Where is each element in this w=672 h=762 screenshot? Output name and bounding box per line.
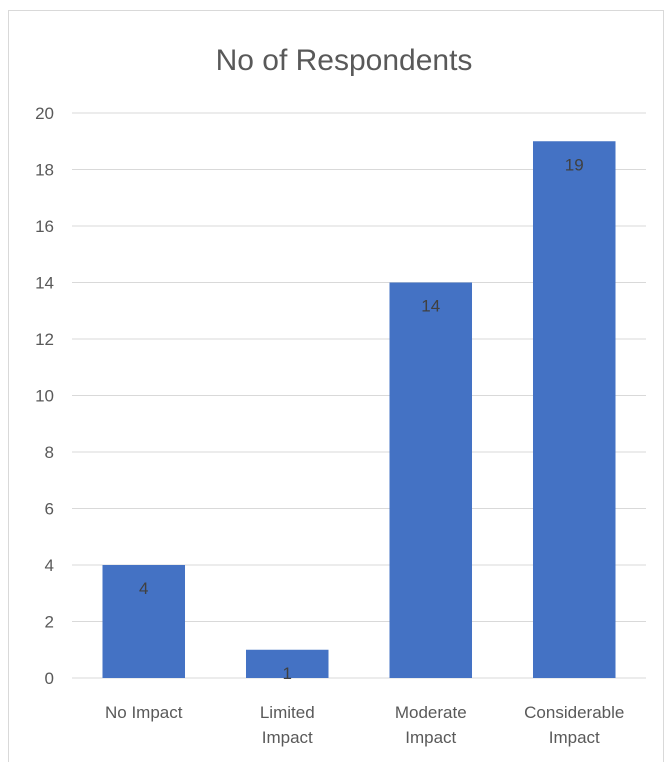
x-category-label: Considerable <box>524 703 624 722</box>
data-label: 14 <box>421 297 440 316</box>
y-tick-label: 12 <box>35 330 54 349</box>
x-category-label: Moderate <box>395 703 467 722</box>
x-category-label: Impact <box>262 728 313 747</box>
y-tick-label: 18 <box>35 161 54 180</box>
x-category-label: Impact <box>405 728 456 747</box>
bar <box>532 141 616 678</box>
x-axis-categories: No Impact Limited Impact Moderate Impact Cons… <box>105 703 624 747</box>
y-tick-label: 10 <box>35 387 54 406</box>
data-label: 4 <box>139 579 148 598</box>
chart-title: No of Respondents <box>216 44 473 77</box>
y-tick-label: 2 <box>45 613 54 632</box>
y-tick-label: 6 <box>45 500 54 519</box>
bar <box>389 282 473 678</box>
y-tick-label: 0 <box>45 669 54 688</box>
x-category-label: Limited <box>260 703 315 722</box>
y-tick-label: 20 <box>35 104 54 123</box>
bar <box>102 565 186 678</box>
bars <box>102 141 616 678</box>
bar <box>245 649 329 678</box>
data-label: 1 <box>283 664 292 683</box>
data-label: 19 <box>565 155 584 174</box>
x-category-label: Impact <box>549 728 600 747</box>
y-tick-label: 4 <box>45 556 54 575</box>
y-tick-label: 16 <box>35 217 54 236</box>
y-tick-label: 14 <box>35 274 54 293</box>
y-tick-label: 8 <box>45 443 54 462</box>
x-category-label: No Impact <box>105 703 183 722</box>
y-axis-ticks: 0 2 4 6 8 10 12 14 16 18 20 <box>35 104 54 688</box>
data-labels: 4 1 14 19 <box>139 155 584 683</box>
